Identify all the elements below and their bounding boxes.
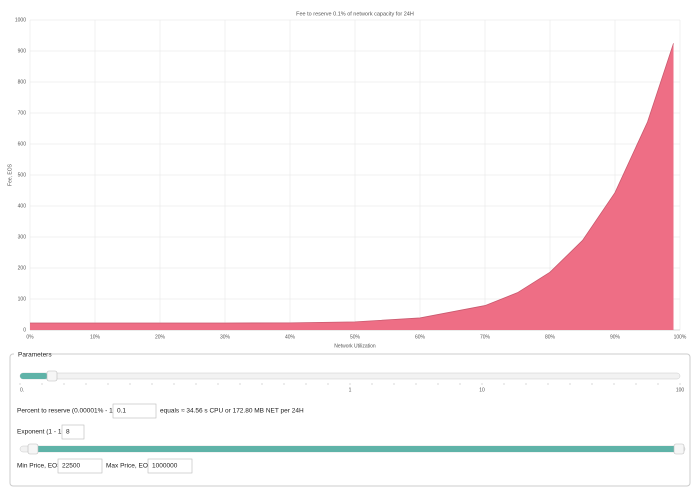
slider-dot <box>129 383 131 385</box>
slider-dot <box>63 383 65 385</box>
x-tick-label: 90% <box>610 334 621 340</box>
y-tick-label: 700 <box>18 110 27 116</box>
x-tick-label: 40% <box>285 334 296 340</box>
slider-label: 0. <box>20 387 24 393</box>
slider-dot <box>151 383 153 385</box>
y-tick-label: 1000 <box>15 17 26 23</box>
slider-track[interactable] <box>19 372 681 380</box>
x-tick-label: 10% <box>90 334 101 340</box>
exponent-label: Exponent (1 - 16): <box>17 429 69 436</box>
parameters-box <box>9 353 691 487</box>
slider-dot <box>19 383 21 385</box>
x-tick-label: 80% <box>545 334 556 340</box>
slider-dot <box>371 383 373 385</box>
y-tick-label: 800 <box>18 79 27 85</box>
x-tick-label: 0% <box>26 334 34 340</box>
slider-dot <box>327 383 329 385</box>
range-handle-min[interactable] <box>27 443 39 455</box>
exponent-value: 8 <box>66 429 70 436</box>
equals-text: equals ≈ 34.56 s CPU or 172.80 MB NET pe… <box>160 408 304 415</box>
range-handle-max[interactable] <box>673 443 685 455</box>
slider-dot <box>679 383 681 385</box>
slider-dot <box>173 383 175 385</box>
slider-dot <box>415 383 417 385</box>
x-tick-label: 20% <box>155 334 166 340</box>
slider-dot <box>85 383 87 385</box>
max-label: Max Price, EOS: <box>106 463 154 470</box>
max-input[interactable] <box>147 458 193 474</box>
y-tick-label: 0 <box>23 327 26 333</box>
exponent-input[interactable] <box>61 424 85 440</box>
slider-dot <box>393 383 395 385</box>
slider-dot <box>239 383 241 385</box>
slider-dot <box>635 383 637 385</box>
slider-dot <box>459 383 461 385</box>
percent-value: 0.1 <box>117 408 126 415</box>
slider-dot <box>261 383 263 385</box>
slider-dot <box>349 383 351 385</box>
x-tick-label: 60% <box>415 334 426 340</box>
x-tick-label: 70% <box>480 334 491 340</box>
y-tick-label: 500 <box>18 172 27 178</box>
y-tick-label: 600 <box>18 141 27 147</box>
area-line <box>30 43 674 324</box>
slider-dot <box>657 383 659 385</box>
percent-label: Percent to reserve (0.00001% - 100%): <box>17 408 130 415</box>
slider-dot <box>217 383 219 385</box>
slider-fill <box>20 373 48 379</box>
legend-bg <box>14 350 50 358</box>
max-value: 1000000 <box>152 463 178 470</box>
y-tick-label: 100 <box>18 296 27 302</box>
y-tick-label: 300 <box>18 234 27 240</box>
slider-dot <box>305 383 307 385</box>
slider-dot <box>41 383 43 385</box>
slider-dot <box>613 383 615 385</box>
x-tick-label: 50% <box>350 334 361 340</box>
legend: Parameters <box>18 352 52 359</box>
slider-handle[interactable] <box>46 370 58 382</box>
slider-dot <box>591 383 593 385</box>
slider-label: 1 <box>349 387 352 393</box>
slider-dot <box>481 383 483 385</box>
y-tick-label: 200 <box>18 265 27 271</box>
x-axis-label: Network Utilization <box>334 343 376 349</box>
slider-dot <box>195 383 197 385</box>
slider-dot <box>547 383 549 385</box>
y-tick-label: 900 <box>18 48 27 54</box>
slider-dot <box>503 383 505 385</box>
x-tick-label: 30% <box>220 334 231 340</box>
slider-dot <box>569 383 571 385</box>
min-input[interactable] <box>57 458 103 474</box>
slider-label: 100 <box>676 387 685 393</box>
x-tick-label: 100% <box>674 334 687 340</box>
area <box>30 43 674 330</box>
slider-label: 10 <box>479 387 485 393</box>
range-fill <box>33 446 678 452</box>
slider-dot <box>525 383 527 385</box>
slider-dot <box>283 383 285 385</box>
slider-dot <box>107 383 109 385</box>
y-tick-label: 400 <box>18 203 27 209</box>
min-label: Min Price, EOS: <box>17 463 63 470</box>
y-axis-label: Fee, EOS <box>7 163 13 186</box>
chart-title: Fee to reserve 0.1% of network capacity … <box>296 11 414 17</box>
slider-dot <box>437 383 439 385</box>
percent-input[interactable] <box>112 403 157 419</box>
min-value: 22500 <box>62 463 80 470</box>
